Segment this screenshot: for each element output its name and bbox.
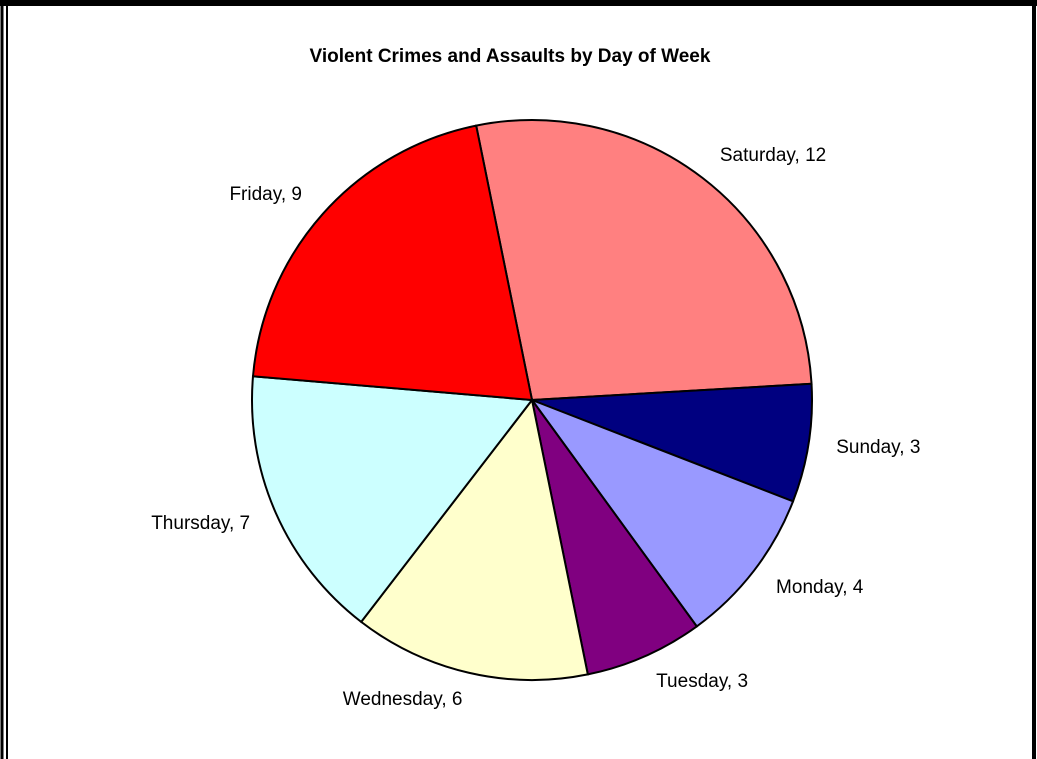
slice-label: Friday, 9	[229, 184, 302, 205]
slice-label: Monday, 4	[776, 577, 864, 598]
pie-slice	[529, 397, 795, 628]
pie-slice	[531, 382, 813, 503]
slice-label: Tuesday, 3	[656, 671, 748, 692]
slice-label: Sunday, 3	[836, 437, 920, 458]
slice-label: Saturday, 12	[720, 145, 826, 166]
pie-slice	[474, 119, 813, 402]
pie-slice	[359, 397, 590, 681]
slice-label: Thursday, 7	[151, 513, 250, 534]
slice-label: Wednesday, 6	[343, 689, 463, 710]
chart-title: Violent Crimes and Assaults by Day of We…	[310, 46, 711, 67]
pie-slice	[251, 124, 534, 402]
pie-slice	[531, 399, 699, 676]
pie-slice	[251, 375, 534, 624]
